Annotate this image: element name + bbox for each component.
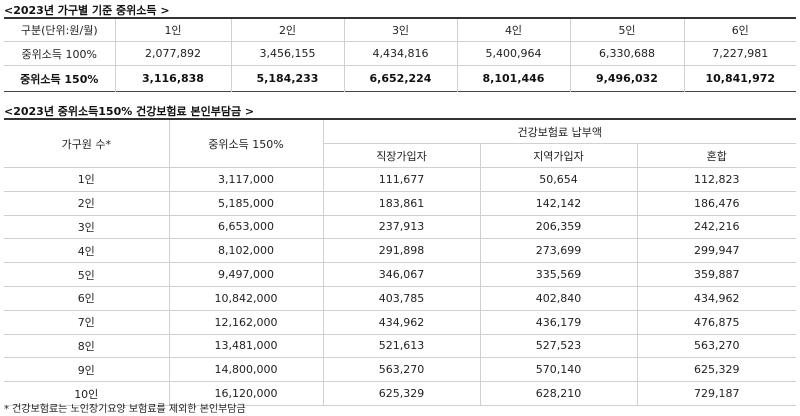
header-cell: 4인: [456, 18, 570, 42]
table-row: 5인 9,497,000 346,067 335,569 359,887: [4, 262, 797, 287]
table-cell: 111,677: [322, 167, 480, 192]
table-cell: 402,840: [479, 286, 637, 311]
table-cell: 183,861: [322, 191, 480, 216]
table-cell: 206,359: [479, 215, 637, 240]
table-cell: 142,142: [479, 191, 637, 216]
table-cell: 625,329: [636, 357, 797, 383]
table-row-highlight: 중위소득 150% 3,116,838 5,184,233 6,652,224 …: [4, 65, 796, 92]
table-cell: 중위소득 150%: [20, 72, 99, 86]
table-row: 7인 12,162,000 434,962 436,179 476,875: [4, 310, 797, 335]
table-cell: 6,652,224: [343, 65, 457, 92]
table-cell: 563,270: [636, 334, 797, 359]
table-cell: 9,496,032: [569, 65, 684, 92]
table2-title: <2023년 중위소득150% 건강보험료 본인부담금 >: [4, 105, 255, 118]
table-cell: 4인: [4, 238, 169, 264]
table-cell: 8,102,000: [168, 238, 323, 264]
header-cell: 6인: [683, 18, 796, 42]
header-cell: 1인: [114, 18, 231, 42]
table-cell: 1인: [4, 167, 169, 192]
table-cell: 6,330,688: [569, 41, 684, 66]
header-cell: 3인: [343, 18, 457, 42]
table-cell: 521,613: [322, 334, 480, 359]
table-header-row: 구분(단위:원/월) 1인 2인 3인 4인 5인 6인: [4, 18, 796, 42]
table-row: 4인 8,102,000 291,898 273,699 299,947: [4, 238, 797, 264]
table-cell: 12,162,000: [168, 310, 323, 335]
table-cell: 7,227,981: [683, 41, 796, 66]
table-cell: 527,523: [479, 334, 637, 359]
table-cell: 628,210: [479, 381, 637, 406]
table-cell: 625,329: [322, 381, 480, 406]
table-cell: 13,481,000: [168, 334, 323, 359]
table-cell: 2,077,892: [114, 41, 231, 66]
table-cell: 273,699: [479, 238, 637, 264]
table-header-row: 직장가입자 지역가입자 혼합: [4, 143, 797, 168]
table-cell: 434,962: [636, 286, 797, 311]
table-cell: 291,898: [322, 238, 480, 264]
header-cell: 5인: [569, 18, 684, 42]
table-cell: 8인: [4, 334, 169, 359]
table-cell: 3,116,838: [114, 65, 231, 92]
table-cell: 186,476: [636, 191, 797, 216]
table-row: 중위소득 100% 2,077,892 3,456,155 4,434,816 …: [4, 41, 796, 66]
table-cell: 6,653,000: [168, 215, 323, 240]
health-premium-table: 가구원 수* 중위소득 150% 건강보험료 납부액 직장가입자 지역가입자 혼…: [4, 118, 797, 406]
header-premium-group: 건강보험료 납부액: [322, 119, 797, 144]
table-cell: 2인: [4, 191, 169, 216]
table-cell: 242,216: [636, 215, 797, 240]
header-cell: 구분(단위:원/월): [4, 18, 115, 42]
table-row: 2인 5,185,000 183,861 142,142 186,476: [4, 191, 797, 216]
table1-title: <2023년 가구별 기준 중위소득 >: [4, 4, 170, 17]
table-cell: 5,185,000: [168, 191, 323, 216]
table-header-row: 가구원 수* 중위소득 150% 건강보험료 납부액: [4, 119, 797, 168]
table-row: 10인 16,120,000 625,329 628,210 729,187: [4, 381, 797, 406]
table-cell: 7인: [4, 310, 169, 335]
table-cell: 3,117,000: [168, 167, 323, 192]
table-cell: 5,184,233: [230, 65, 344, 92]
table-cell: 434,962: [322, 310, 480, 335]
table-cell: 중위소득 100%: [4, 41, 115, 66]
footnote: * 건강보험료는 노인장기요양 보험료를 제외한 본인부담금: [4, 404, 246, 415]
header-mixed: 혼합: [636, 143, 797, 168]
table-cell: 10,842,000: [168, 286, 323, 311]
table-cell: 299,947: [636, 238, 797, 264]
table-cell: 346,067: [322, 262, 480, 287]
table-cell: 5인: [4, 262, 169, 287]
table-cell: 9인: [4, 357, 169, 383]
median-income-table: 구분(단위:원/월) 1인 2인 3인 4인 5인 6인 중위소득 100% 2…: [4, 17, 796, 92]
table-row: 9인 14,800,000 563,270 570,140 625,329: [4, 357, 797, 383]
table-cell: 4,434,816: [343, 41, 457, 66]
table-cell: 112,823: [636, 167, 797, 192]
table-cell: 10,841,972: [683, 65, 796, 92]
table-cell: 50,654: [479, 167, 637, 192]
table-cell: 16,120,000: [168, 381, 323, 406]
table-cell: 10인: [4, 381, 169, 406]
header-employee: 직장가입자: [322, 143, 480, 168]
table-cell: 14,800,000: [168, 357, 323, 383]
header-regional: 지역가입자: [479, 143, 637, 168]
table-row: 8인 13,481,000 521,613 527,523 563,270: [4, 334, 797, 359]
table-cell: 8,101,446: [456, 65, 570, 92]
table-cell: 237,913: [322, 215, 480, 240]
table-cell: 5,400,964: [456, 41, 570, 66]
table-cell: 729,187: [636, 381, 797, 406]
header-cell: 2인: [230, 18, 344, 42]
table-cell: 436,179: [479, 310, 637, 335]
table-cell: 335,569: [479, 262, 637, 287]
table-row: 6인 10,842,000 403,785 402,840 434,962: [4, 286, 797, 311]
table-row: 3인 6,653,000 237,913 206,359 242,216: [4, 215, 797, 240]
table-cell: 359,887: [636, 262, 797, 287]
table-cell: 9,497,000: [168, 262, 323, 287]
table-cell: 403,785: [322, 286, 480, 311]
table-cell: 3인: [4, 215, 169, 240]
table-cell: 476,875: [636, 310, 797, 335]
table-cell: 3,456,155: [230, 41, 344, 66]
table-cell: 6인: [4, 286, 169, 311]
table-cell: 563,270: [322, 357, 480, 383]
table-row: 1인 3,117,000 111,677 50,654 112,823: [4, 167, 797, 192]
header-median-income: 중위소득 150%: [168, 119, 323, 168]
header-household: 가구원 수*: [4, 119, 169, 168]
table-cell: 570,140: [479, 357, 637, 383]
